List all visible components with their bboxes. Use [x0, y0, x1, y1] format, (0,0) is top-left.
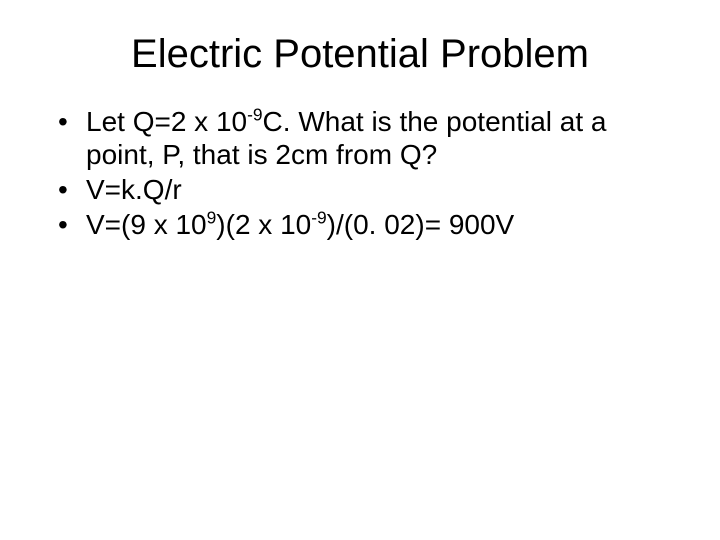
exponent: 9	[207, 208, 217, 228]
exponent: -9	[247, 105, 262, 125]
bullet-item: V=(9 x 109)(2 x 10-9)/(0. 02)= 900V	[58, 208, 680, 241]
bullet-text: )(2 x 10	[216, 209, 311, 240]
bullet-text: V=(9 x 10	[86, 209, 207, 240]
bullet-text: V=k.Q/r	[86, 174, 182, 205]
slide-title: Electric Potential Problem	[0, 0, 720, 105]
slide: Electric Potential Problem Let Q=2 x 10-…	[0, 0, 720, 540]
bullet-item: Let Q=2 x 10-9C. What is the potential a…	[58, 105, 680, 171]
bullet-text: )/(0. 02)= 900V	[327, 209, 515, 240]
bullet-list: Let Q=2 x 10-9C. What is the potential a…	[0, 105, 720, 241]
bullet-text: Let Q=2 x 10	[86, 106, 247, 137]
exponent: -9	[311, 208, 326, 228]
bullet-item: V=k.Q/r	[58, 173, 680, 206]
